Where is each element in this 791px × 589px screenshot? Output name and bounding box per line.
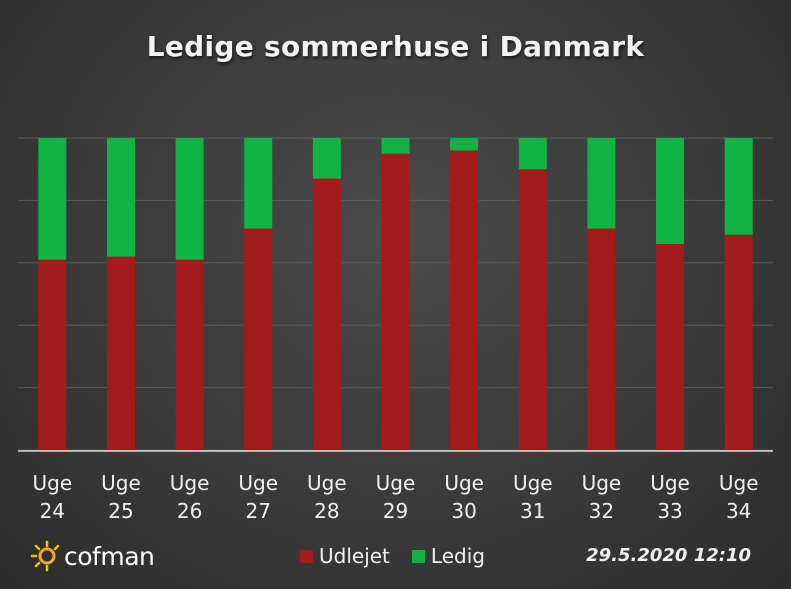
- timestamp: 29.5.2020 12:10: [586, 545, 751, 566]
- bar-ledig-3: [175, 138, 204, 260]
- legend-label-udlejet: Udlejet: [319, 544, 390, 568]
- legend-item-ledig: Ledig: [411, 544, 485, 568]
- bar-ledig-4: [244, 138, 273, 229]
- bar-udlejet-6: [381, 153, 410, 450]
- bar-udlejet-9: [587, 228, 616, 450]
- bar-ledig-10: [656, 138, 685, 245]
- chart-title: Ledige sommerhuse i Danmark: [146, 30, 645, 63]
- sun-icon: [30, 540, 60, 572]
- bar-udlejet-10: [656, 244, 685, 450]
- x-tick-label: Uge 31: [513, 471, 553, 523]
- x-tick-label: Uge 32: [582, 471, 622, 523]
- legend: Udlejet Ledig: [300, 543, 485, 569]
- bar-ledig-11: [724, 138, 753, 235]
- x-tick-label: Uge 34: [719, 471, 759, 523]
- bar-ledig-7: [450, 138, 479, 151]
- bar-udlejet-11: [724, 234, 753, 450]
- bar-udlejet-5: [312, 178, 341, 450]
- bar-ledig-6: [381, 138, 410, 154]
- bar-ledig-5: [312, 138, 341, 179]
- bar-udlejet-7: [450, 150, 479, 451]
- x-tick-label: Uge 25: [101, 471, 141, 523]
- bar-ledig-1: [38, 138, 67, 260]
- bar-udlejet-1: [38, 259, 67, 450]
- bar-udlejet-4: [244, 228, 273, 450]
- x-tick-label: Uge 28: [307, 471, 347, 523]
- x-tick-label: Uge 24: [32, 471, 72, 523]
- bar-ledig-2: [106, 138, 135, 257]
- x-tick-label: Uge 33: [650, 471, 690, 523]
- x-tick-label: Uge 27: [238, 471, 278, 523]
- bar-udlejet-2: [106, 256, 135, 450]
- bar-udlejet-3: [175, 259, 204, 450]
- x-tick-label: Uge 30: [444, 471, 484, 523]
- x-tick-label: Uge 26: [170, 471, 210, 523]
- legend-label-ledig: Ledig: [430, 544, 485, 568]
- legend-swatch-ledig: [411, 549, 425, 563]
- bar-ledig-8: [518, 138, 547, 170]
- bar-ledig-9: [587, 138, 616, 229]
- legend-item-udlejet: Udlejet: [300, 544, 390, 568]
- bar-udlejet-8: [518, 169, 547, 450]
- brand-logo: cofman: [30, 540, 155, 572]
- brand-name: cofman: [64, 541, 155, 571]
- x-tick-label: Uge 29: [376, 471, 416, 523]
- legend-swatch-udlejet: [300, 549, 313, 563]
